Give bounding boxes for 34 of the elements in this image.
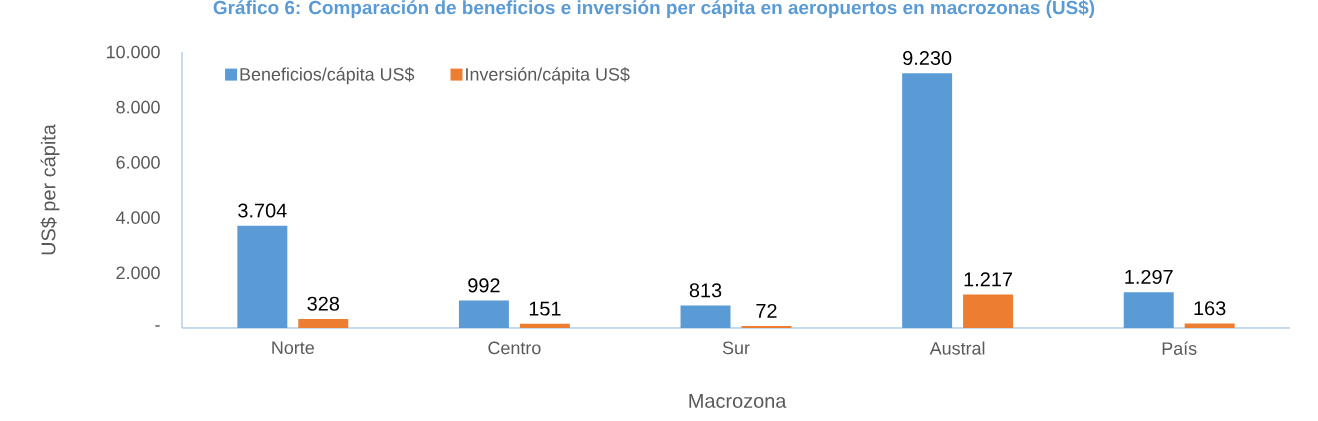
data-label: 1.297: [1125, 269, 1173, 284]
bar: [519, 323, 570, 328]
bar: [298, 318, 349, 328]
bar: [963, 294, 1014, 328]
data-label: 813: [689, 283, 722, 298]
y-tick-label: -: [155, 325, 160, 327]
data-label: 1.217: [964, 272, 1012, 287]
legend-label: Beneficios/cápita US$: [240, 67, 415, 85]
bar: [902, 73, 953, 328]
data-label: 72: [756, 303, 777, 318]
chart-title: Gráfico 6: Comparación de beneficios e inversión per cápita en aeropuertos en macrozonas (US$): [213, 0, 1095, 18]
y-tick-label: 2.000: [116, 266, 160, 280]
x-axis-title: Macrozona: [689, 394, 787, 408]
x-tick-label: Norte: [272, 341, 314, 355]
data-label: 9.230: [903, 50, 952, 66]
data-label: 151: [529, 301, 561, 316]
bar: [1123, 292, 1174, 328]
x-tick-label: Sur: [722, 341, 750, 355]
y-tick-label: 4.000: [116, 211, 160, 224]
bar: [458, 300, 509, 328]
x-tick-label: Austral: [929, 341, 985, 355]
data-label: 992: [468, 278, 500, 293]
y-axis-title: US$ per cápita: [40, 124, 60, 255]
bar: [237, 225, 288, 328]
y-tick-label: 10.000: [106, 45, 160, 59]
data-label: 328: [307, 296, 340, 311]
data-label: 163: [1194, 301, 1226, 316]
x-tick-label: Centro: [488, 341, 541, 355]
x-tick-label: País: [1162, 341, 1197, 355]
legend-label: Inversión/cápita US$: [466, 67, 630, 85]
data-label: 3.704: [238, 203, 287, 218]
y-tick-label: 8.000: [116, 100, 160, 114]
bar: [680, 305, 731, 328]
y-tick-label: 6.000: [116, 156, 160, 169]
